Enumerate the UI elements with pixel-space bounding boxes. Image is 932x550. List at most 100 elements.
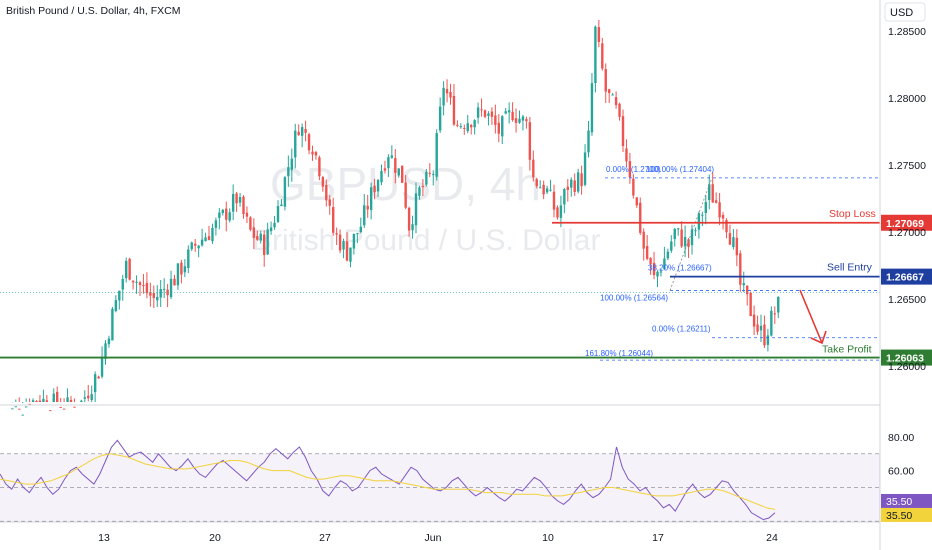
candle-body xyxy=(73,406,76,408)
candle-body xyxy=(87,395,90,399)
candle-body xyxy=(449,92,452,98)
candle-body xyxy=(145,282,149,294)
candle-body xyxy=(566,186,569,190)
candle-body xyxy=(601,43,604,69)
trade-levels[interactable]: Stop Loss 1.27069 Sell Entry 1.26667 Take Pr… xyxy=(0,208,932,366)
candle-body xyxy=(228,212,231,221)
candle-body xyxy=(245,212,249,217)
candle-body xyxy=(176,263,180,286)
take-profit-price-tag xyxy=(881,349,932,366)
candle-body xyxy=(300,127,304,136)
candle-body xyxy=(52,393,55,402)
candle-body xyxy=(411,224,414,231)
candle-body xyxy=(342,241,345,250)
currency-box[interactable] xyxy=(884,2,926,22)
candle-body xyxy=(149,292,152,296)
candle-body xyxy=(711,184,714,203)
candle-body xyxy=(325,185,328,201)
fib-label-38: 38.20% (1.26667) xyxy=(648,264,712,273)
rsi-axis[interactable]: 80.00 60.00 35.50 35.50 xyxy=(881,432,932,522)
time-tick-label: 17 xyxy=(652,532,664,544)
candle-body xyxy=(332,207,335,233)
candle-body xyxy=(252,227,256,238)
candle-body xyxy=(718,202,721,218)
candle-body xyxy=(763,324,766,346)
candle-body xyxy=(604,69,607,92)
candle-body xyxy=(545,188,549,193)
candle-body xyxy=(404,182,407,208)
candle-body xyxy=(680,229,683,247)
candle-body xyxy=(376,180,380,192)
candle-body xyxy=(394,158,397,173)
sell-entry-price-tag xyxy=(881,268,932,285)
candle-body xyxy=(618,103,621,117)
candle-body xyxy=(677,228,680,230)
fib-trend-line xyxy=(669,177,713,291)
candle-body xyxy=(197,245,200,249)
candle-body xyxy=(701,214,704,216)
time-tick-label: 20 xyxy=(209,532,221,544)
candle-body xyxy=(242,196,245,215)
price-axis[interactable]: 1.28500 1.28000 1.27500 1.27000 1.26500 1.260… xyxy=(888,26,926,373)
candle-body xyxy=(304,128,307,133)
candle-body xyxy=(452,95,456,125)
candle-body xyxy=(69,399,73,402)
price-tick-label: 1.26000 xyxy=(888,361,926,373)
candle-body xyxy=(435,133,438,177)
candle-body xyxy=(28,403,31,405)
candle-body xyxy=(704,202,707,213)
time-axis[interactable]: 13 20 27 Jun 10 17 24 xyxy=(98,532,778,544)
candle-body xyxy=(559,205,563,218)
candle-body xyxy=(649,257,652,265)
candle-body xyxy=(666,251,670,259)
candle-body xyxy=(366,205,369,210)
candle-body xyxy=(21,414,24,416)
candle-body xyxy=(621,116,625,147)
candle-body xyxy=(97,376,100,379)
candle-body xyxy=(594,26,597,83)
candle-body xyxy=(173,278,176,286)
candle-body xyxy=(480,109,483,111)
candle-body xyxy=(511,111,514,121)
candle-body xyxy=(576,172,580,192)
candle-body xyxy=(490,111,494,117)
candle-body xyxy=(269,227,273,232)
candle-body xyxy=(18,408,21,410)
candle-body xyxy=(138,282,142,285)
time-tick-label: Jun xyxy=(425,532,442,544)
candle-body xyxy=(401,165,404,183)
candle-body xyxy=(162,288,166,290)
candlestick-series xyxy=(11,20,780,416)
candle-body xyxy=(256,236,259,240)
rsi-ma-value-tag xyxy=(881,507,932,522)
candle-body xyxy=(314,152,318,156)
candle-body xyxy=(659,271,663,273)
candle-body xyxy=(218,212,221,218)
candle-body xyxy=(14,406,17,408)
candle-body xyxy=(407,207,411,231)
candle-body xyxy=(476,107,480,118)
candle-body xyxy=(425,171,428,185)
fibonacci-tool[interactable]: 0.00% (1.2700)100.00% (1.27404) 38.20% (1… xyxy=(0,165,880,361)
fib-label-161: 161.80% (1.26044) xyxy=(585,349,653,358)
candle-body xyxy=(238,196,242,203)
fib-label-0-upper: 0.00% (1.2700) xyxy=(606,165,661,174)
candle-body xyxy=(131,280,135,283)
candle-body xyxy=(156,296,159,301)
candle-body xyxy=(528,122,532,160)
candle-body xyxy=(62,408,66,410)
candle-body xyxy=(207,236,211,240)
candle-body xyxy=(766,335,770,345)
candle-body xyxy=(656,271,659,277)
rsi-line xyxy=(0,439,776,521)
candle-body xyxy=(204,237,207,242)
candle-body xyxy=(335,233,338,235)
candle-body xyxy=(639,202,642,233)
forecast-arrowhead xyxy=(810,330,827,345)
candle-body xyxy=(663,258,666,270)
candle-body xyxy=(45,400,49,402)
candle-body xyxy=(211,227,214,242)
rsi-value-label: 35.50 xyxy=(886,496,912,508)
candle-body xyxy=(608,89,611,93)
